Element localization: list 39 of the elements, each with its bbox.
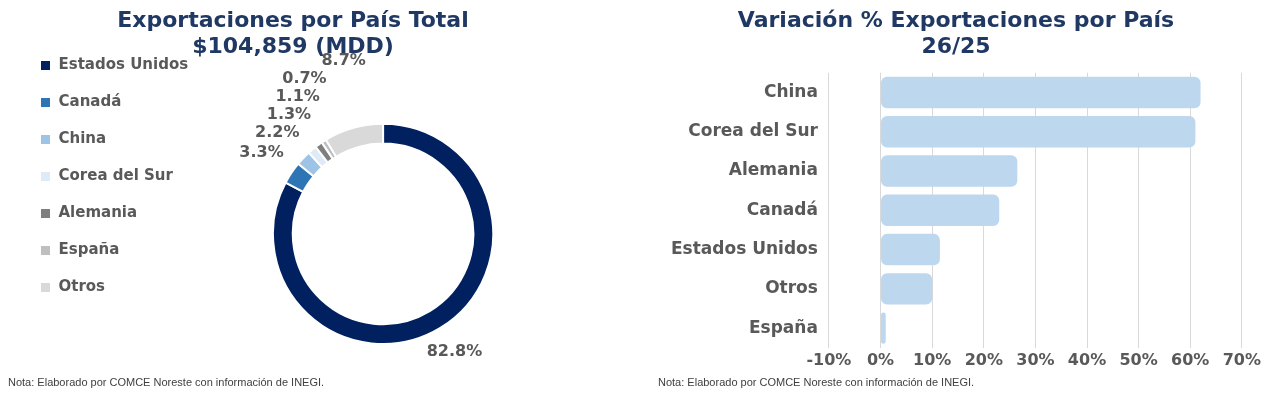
legend-label: Otros xyxy=(58,277,106,296)
bar xyxy=(881,155,1018,187)
x-tick-label: 30% xyxy=(1016,349,1055,369)
data-label: 1.3% xyxy=(266,104,312,124)
x-tick-label: 50% xyxy=(1119,349,1158,369)
bar xyxy=(881,194,1000,227)
x-tick-label: 20% xyxy=(964,349,1003,369)
bar xyxy=(881,273,933,305)
data-label: 3.3% xyxy=(239,141,284,161)
bar xyxy=(881,116,1196,148)
y-tick-label: Otros xyxy=(765,277,818,298)
x-tick-label: 0% xyxy=(866,349,895,369)
data-label: 0.7% xyxy=(282,68,327,88)
text: Nota: Elaborado por COMCE Noreste con información de INEGI. xyxy=(658,375,976,390)
data-label: 2.2% xyxy=(255,122,300,142)
x-tick-label: 40% xyxy=(1067,349,1107,369)
x-tick-label: 70% xyxy=(1222,349,1261,369)
legend-label: Alemania xyxy=(58,203,138,222)
legend-label: España xyxy=(58,240,120,259)
x-tick-label: 10% xyxy=(913,349,952,369)
data-label: 1.1% xyxy=(275,86,320,106)
y-tick-label: Estados Unidos xyxy=(670,238,818,259)
bar xyxy=(881,233,940,266)
legend-label: Estados Unidos xyxy=(58,55,189,74)
chart-title: Variación % Exportaciones por País 26/25 xyxy=(737,6,1175,59)
x-tick-label: -10% xyxy=(806,349,852,369)
bar xyxy=(881,312,886,344)
bar xyxy=(881,76,1201,109)
y-tick-label: España xyxy=(748,316,818,337)
legend-label: Corea del Sur xyxy=(58,166,174,185)
text: Nota: Elaborado por COMCE Noreste con información de INEGI. xyxy=(8,375,326,390)
legend-label: China xyxy=(58,129,107,148)
y-tick-label: Canadá xyxy=(746,198,818,219)
x-tick-label: 60% xyxy=(1171,349,1210,369)
y-tick-label: Alemania xyxy=(728,159,818,180)
y-tick-label: China xyxy=(763,80,818,101)
legend-label: Canadá xyxy=(58,92,122,111)
y-tick-label: Corea del Sur xyxy=(688,120,819,141)
data-label: 82.8% xyxy=(426,341,483,361)
